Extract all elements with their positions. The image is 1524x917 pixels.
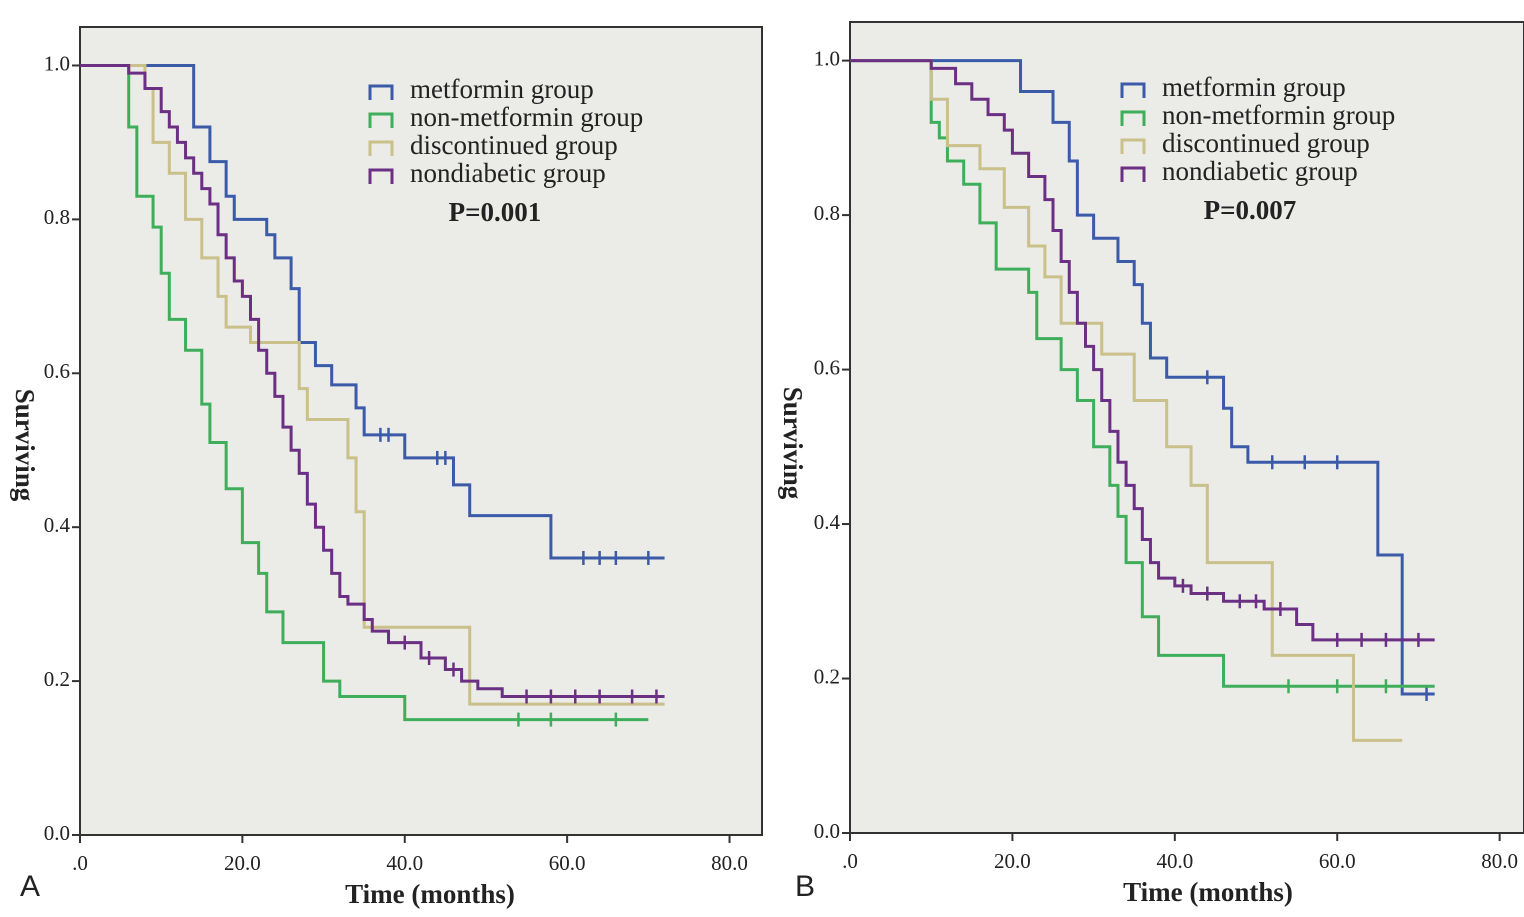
legend-swatch xyxy=(368,168,394,184)
legend-swatch xyxy=(1120,110,1146,126)
legend-swatch xyxy=(368,140,394,156)
survival-curve xyxy=(80,63,665,698)
y-axis-title: Surviving xyxy=(778,387,808,500)
legend-label: discontinued group xyxy=(410,130,618,160)
x-tick-label: 80.0 xyxy=(1481,849,1518,873)
survival-curve xyxy=(80,63,665,706)
y-tick-label: 1.0 xyxy=(44,51,70,75)
y-tick-label: 1.0 xyxy=(814,46,840,70)
legend-label: non-metformin group xyxy=(410,102,643,132)
y-tick-label: 0.4 xyxy=(814,510,841,534)
y-tick-label: 0.0 xyxy=(44,821,70,845)
y-axis-title: Surviving xyxy=(10,389,40,502)
x-tick-label: 40.0 xyxy=(386,851,423,875)
x-tick-label: .0 xyxy=(72,851,88,875)
survival-curve xyxy=(850,59,1435,642)
y-tick-label: 0.8 xyxy=(814,201,840,225)
y-tick-label: 0.6 xyxy=(44,359,70,383)
panel-label: B xyxy=(795,870,815,903)
legend-swatch xyxy=(1120,166,1146,182)
y-tick-label: 0.6 xyxy=(814,355,840,379)
panel-label: A xyxy=(20,870,40,903)
annotation: P=0.001 xyxy=(449,197,542,227)
legend-label: discontinued group xyxy=(1162,128,1370,158)
legend-label: nondiabetic group xyxy=(1162,156,1358,186)
legend-label: metformin group xyxy=(1162,72,1346,102)
y-tick-label: 0.0 xyxy=(814,819,840,843)
y-tick-label: 0.4 xyxy=(44,513,71,537)
legend-label: metformin group xyxy=(410,74,594,104)
x-axis-title: Time (months) xyxy=(1123,877,1293,907)
survival-curve xyxy=(850,59,1435,696)
plot-area xyxy=(849,21,1524,834)
survival-curve xyxy=(850,59,1435,688)
annotation: P=0.007 xyxy=(1204,195,1297,225)
legend-swatch xyxy=(1120,82,1146,98)
legend-swatch xyxy=(368,112,394,128)
x-tick-label: .0 xyxy=(842,849,858,873)
y-tick-label: 0.2 xyxy=(44,667,70,691)
y-tick-label: 0.8 xyxy=(44,205,70,229)
legend-swatch xyxy=(1120,138,1146,154)
survival-curve xyxy=(80,63,665,560)
survival-curve xyxy=(80,63,649,722)
x-tick-label: 60.0 xyxy=(549,851,586,875)
x-tick-label: 40.0 xyxy=(1156,849,1193,873)
y-tick-label: 0.2 xyxy=(814,664,840,688)
x-tick-label: 20.0 xyxy=(994,849,1031,873)
legend-label: non-metformin group xyxy=(1162,100,1395,130)
x-tick-label: 60.0 xyxy=(1319,849,1356,873)
legend-label: nondiabetic group xyxy=(410,158,606,188)
x-axis-title: Time (months) xyxy=(345,879,515,909)
x-tick-label: 20.0 xyxy=(224,851,261,875)
x-tick-label: 80.0 xyxy=(711,851,748,875)
legend-swatch xyxy=(368,84,394,100)
